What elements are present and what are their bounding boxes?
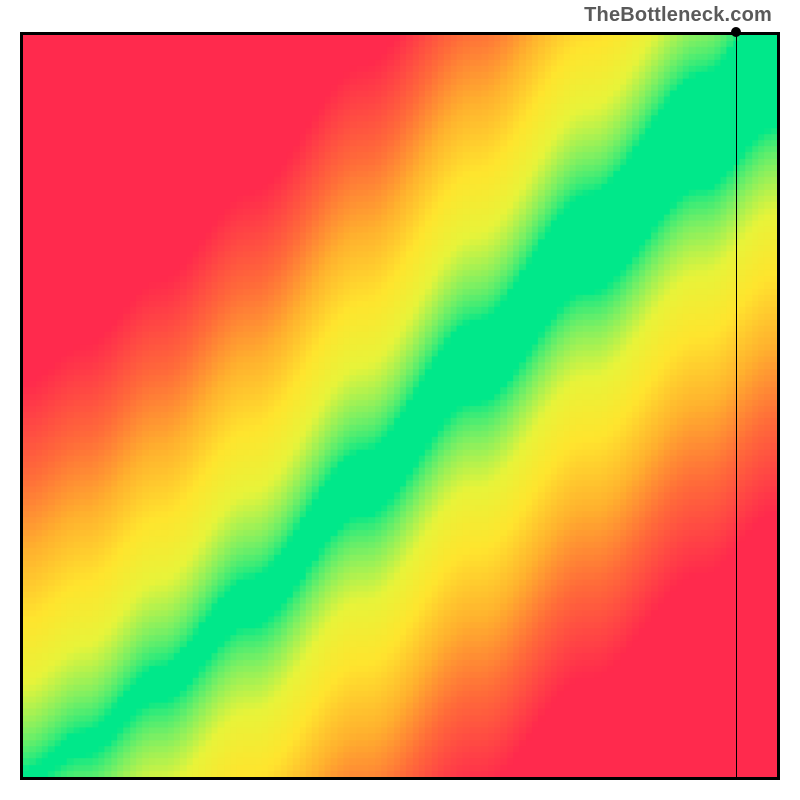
marker-vertical-line (736, 32, 737, 780)
heatmap-canvas (20, 32, 780, 780)
watermark-text: TheBottleneck.com (584, 4, 772, 27)
heatmap-plot (20, 32, 780, 780)
marker-dot (731, 27, 741, 37)
